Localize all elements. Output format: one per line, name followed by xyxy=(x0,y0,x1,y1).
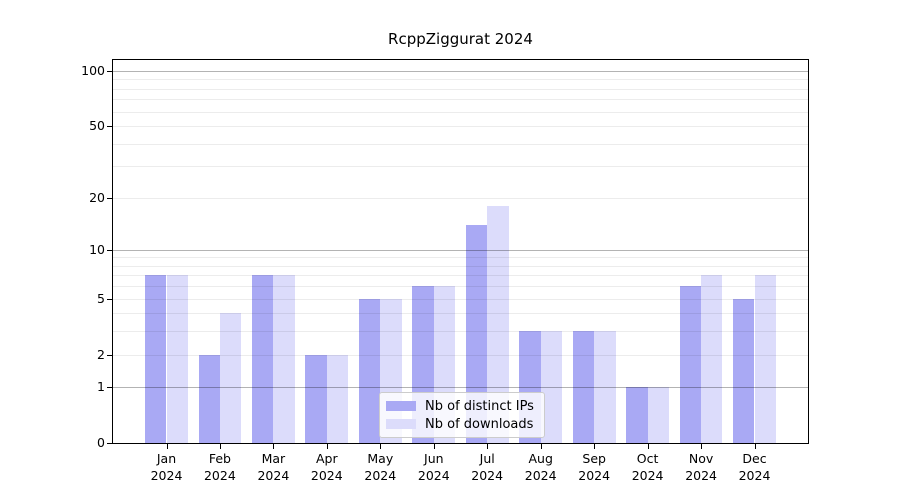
gridline-minor-7 xyxy=(113,275,808,277)
legend-label-distinct-ips: Nb of distinct IPs xyxy=(425,398,534,414)
y-tick-mark-20 xyxy=(107,197,112,199)
x-tick-label-aug: Aug 2024 xyxy=(524,451,557,483)
gridline-minor-80 xyxy=(113,88,808,90)
legend-swatch-downloads xyxy=(386,419,416,429)
x-tick-mark-jun xyxy=(433,444,435,449)
x-tick-mark-jan xyxy=(166,444,168,449)
x-tick-mark-mar xyxy=(273,444,275,449)
bar-feb-ips xyxy=(198,354,220,443)
legend: Nb of distinct IPs Nb of downloads xyxy=(379,392,545,438)
y-tick-mark-50 xyxy=(107,126,112,128)
x-tick-label-feb: Feb 2024 xyxy=(203,451,236,483)
gridline-minor-70 xyxy=(113,99,808,101)
x-tick-mark-dec xyxy=(754,444,756,449)
legend-label-downloads: Nb of downloads xyxy=(425,416,534,432)
gridline-major-10 xyxy=(113,249,808,251)
bar-mar-ips xyxy=(252,275,274,443)
gridline-minor-6 xyxy=(113,286,808,288)
y-tick-mark-2 xyxy=(107,354,112,356)
y-tick-mark-100 xyxy=(107,71,112,72)
gridline-minor-40 xyxy=(113,143,808,145)
x-tick-label-jun: Jun 2024 xyxy=(417,451,450,483)
bar-oct-downloads xyxy=(647,387,669,443)
x-tick-mark-aug xyxy=(540,444,542,449)
gridline-minor-4 xyxy=(113,313,808,315)
x-tick-label-oct: Oct 2024 xyxy=(631,451,664,483)
y-tick-label-10: 10 xyxy=(89,241,105,257)
x-tick-label-jan: Jan 2024 xyxy=(150,451,183,483)
y-tick-label-20: 20 xyxy=(89,189,105,205)
bar-nov-ips xyxy=(679,286,702,443)
x-tick-mark-apr xyxy=(326,444,328,449)
gridline-minor-50 xyxy=(113,126,808,128)
bar-dec-downloads xyxy=(754,275,776,443)
y-tick-label-5: 5 xyxy=(97,290,105,306)
bar-jul-downloads xyxy=(487,205,509,443)
x-tick-label-sep: Sep 2024 xyxy=(578,451,611,483)
x-tick-label-may: May 2024 xyxy=(364,451,397,483)
y-tick-label-50: 50 xyxy=(89,118,105,134)
gridline-minor-3 xyxy=(113,331,808,333)
bar-dec-ips xyxy=(733,298,755,443)
bar-apr-ips xyxy=(305,354,327,443)
legend-entry-downloads: Nb of downloads xyxy=(386,415,534,433)
bar-jan-downloads xyxy=(166,275,188,443)
x-tick-label-nov: Nov 2024 xyxy=(685,451,717,483)
gridline-minor-2 xyxy=(113,354,808,356)
x-tick-mark-oct xyxy=(647,444,649,449)
x-tick-label-apr: Apr 2024 xyxy=(310,451,343,483)
x-tick-label-jul: Jul 2024 xyxy=(471,451,504,483)
bar-oct-ips xyxy=(626,387,648,443)
x-tick-label-dec: Dec 2024 xyxy=(738,451,771,483)
x-tick-mark-jul xyxy=(487,444,489,449)
y-tick-mark-5 xyxy=(107,298,112,300)
gridline-minor-9 xyxy=(113,257,808,259)
gridline-minor-60 xyxy=(113,111,808,113)
y-tick-label-1: 1 xyxy=(97,379,105,395)
y-tick-label-0: 0 xyxy=(97,435,105,450)
bar-jul-ips xyxy=(465,224,488,443)
x-tick-mark-may xyxy=(380,444,382,449)
legend-entry-distinct-ips: Nb of distinct IPs xyxy=(386,397,534,415)
x-tick-mark-sep xyxy=(594,444,596,449)
plot-area xyxy=(113,60,808,443)
x-tick-mark-nov xyxy=(701,444,703,449)
gridline-minor-5 xyxy=(113,298,808,300)
legend-swatch-distinct-ips xyxy=(386,401,416,411)
y-tick-label-2: 2 xyxy=(97,346,105,362)
gridline-major-100 xyxy=(113,71,808,72)
gridline-major-1 xyxy=(113,387,808,389)
y-tick-mark-0 xyxy=(107,443,112,444)
y-tick-mark-10 xyxy=(107,249,112,251)
y-tick-mark-1 xyxy=(107,387,112,389)
x-tick-mark-feb xyxy=(219,444,221,449)
bar-jan-ips xyxy=(145,275,167,443)
gridline-minor-90 xyxy=(113,79,808,81)
gridline-minor-20 xyxy=(113,197,808,199)
bar-mar-downloads xyxy=(273,275,295,443)
bar-may-ips xyxy=(358,298,381,443)
bar-feb-downloads xyxy=(219,313,242,443)
chart-title: RcppZiggurat 2024 xyxy=(388,30,533,48)
gridline-minor-8 xyxy=(113,265,808,267)
gridline-minor-30 xyxy=(113,166,808,168)
bar-nov-downloads xyxy=(701,275,723,443)
x-tick-label-mar: Mar 2024 xyxy=(257,451,290,483)
y-tick-label-100: 100 xyxy=(81,63,105,78)
bar-apr-downloads xyxy=(326,354,349,443)
